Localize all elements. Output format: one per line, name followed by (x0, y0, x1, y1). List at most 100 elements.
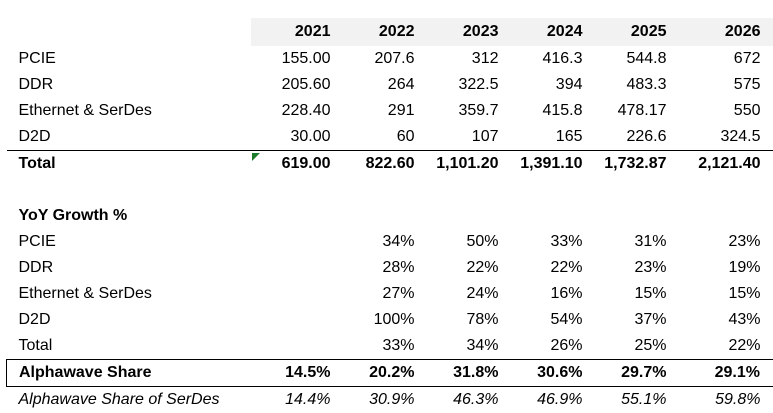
value-cell[interactable]: 26% (550, 337, 583, 354)
value-cell[interactable]: 34% (382, 233, 415, 250)
value-cell[interactable]: 43% (728, 311, 761, 328)
value-cell[interactable]: 31.8% (418, 359, 503, 387)
value-cell[interactable]: 1,101.20 (418, 150, 503, 177)
year-header-cell[interactable]: 2021 (250, 18, 335, 46)
year-header-cell[interactable]: 2025 (586, 18, 671, 46)
row-label[interactable]: D2D (18, 128, 51, 145)
year-header-cell[interactable]: 2026 (670, 18, 773, 46)
value-cell[interactable]: 226.6 (626, 128, 667, 145)
value-cell[interactable]: 1,391.10 (502, 150, 587, 177)
row-label[interactable]: Ethernet & SerDes (18, 285, 152, 302)
row-label[interactable]: Total (18, 337, 53, 354)
value-cell[interactable]: 29.7% (586, 359, 671, 387)
row-yoy-ddr: DDR 28% 22% 22% 23% 19% (7, 255, 773, 281)
value-cell[interactable]: 207.6 (374, 50, 415, 67)
year-header-cell[interactable]: 2024 (502, 18, 587, 46)
value-cell[interactable]: 1,732.87 (586, 150, 671, 177)
row-label[interactable]: D2D (18, 311, 51, 328)
value-cell[interactable]: 55.1% (621, 391, 667, 408)
value-cell[interactable]: 59.8% (715, 391, 761, 408)
value-cell[interactable]: 60 (396, 128, 415, 145)
value-cell[interactable]: 22% (728, 337, 761, 354)
value-cell[interactable]: 33% (550, 233, 583, 250)
value-cell[interactable]: 312 (471, 50, 499, 67)
value-cell[interactable]: 15% (728, 285, 761, 302)
value-cell[interactable]: 30.9% (369, 391, 415, 408)
value-cell[interactable]: 228.40 (281, 102, 331, 119)
value-cell[interactable] (503, 203, 587, 229)
value-cell[interactable]: 416.3 (542, 50, 583, 67)
value-cell[interactable]: 15% (634, 285, 667, 302)
value-cell[interactable] (251, 281, 335, 307)
row-label[interactable]: Alphawave Share (6, 359, 251, 387)
value-cell[interactable]: 54% (550, 311, 583, 328)
value-cell[interactable] (251, 307, 335, 333)
value-cell[interactable]: 37% (634, 311, 667, 328)
value-cell[interactable]: 33% (382, 337, 415, 354)
value-cell[interactable]: 107 (471, 128, 499, 145)
error-flag-icon (251, 153, 260, 161)
value-cell[interactable] (251, 203, 335, 229)
value-cell[interactable]: 50% (466, 233, 499, 250)
value-cell[interactable]: 28% (382, 259, 415, 276)
value-cell[interactable]: 27% (382, 285, 415, 302)
row-label[interactable]: Alphawave Share of SerDes (18, 391, 220, 408)
value-cell[interactable]: 31% (634, 233, 667, 250)
value-cell[interactable]: 415.8 (542, 102, 583, 119)
row-label[interactable]: DDR (18, 259, 54, 276)
value-cell[interactable]: 46.3% (453, 391, 499, 408)
value-cell[interactable] (587, 203, 671, 229)
value-cell[interactable]: 394 (555, 76, 583, 93)
row-label[interactable]: PCIE (18, 233, 56, 250)
value-cell[interactable]: 78% (466, 311, 499, 328)
value-cell[interactable]: 20.2% (334, 359, 419, 387)
value-cell[interactable]: 19% (728, 259, 761, 276)
value-cell[interactable]: 544.8 (626, 50, 667, 67)
value-cell[interactable]: 2,121.40 (670, 150, 773, 177)
value-cell[interactable]: 14.4% (285, 391, 331, 408)
value-cell[interactable]: 478.17 (617, 102, 667, 119)
row-label[interactable]: PCIE (18, 50, 56, 67)
value-cell[interactable]: 155.00 (281, 50, 331, 67)
value-cell[interactable]: 322.5 (458, 76, 499, 93)
value-cell[interactable]: 23% (728, 233, 761, 250)
row-label[interactable]: Total (6, 150, 251, 177)
value-cell[interactable]: 46.9% (537, 391, 583, 408)
value-cell[interactable]: 23% (634, 259, 667, 276)
value-cell[interactable]: 165 (555, 128, 583, 145)
value-cell[interactable]: 22% (466, 259, 499, 276)
value-cell[interactable]: 29.1% (670, 359, 773, 387)
value-cell[interactable]: 14.5% (250, 359, 335, 387)
corner-cell[interactable] (6, 18, 251, 46)
value-cell[interactable]: 822.60 (334, 150, 419, 177)
section-label[interactable]: YoY Growth % (18, 207, 128, 224)
value-cell[interactable] (335, 203, 419, 229)
value-cell[interactable]: 100% (373, 311, 415, 328)
value-cell[interactable]: 264 (387, 76, 415, 93)
row-label[interactable]: Ethernet & SerDes (18, 102, 152, 119)
value-cell[interactable]: 25% (634, 337, 667, 354)
row-label[interactable]: DDR (18, 76, 54, 93)
value-cell[interactable]: 291 (387, 102, 415, 119)
value-cell[interactable]: 324.5 (720, 128, 761, 145)
value-cell[interactable]: 205.60 (281, 76, 331, 93)
value-cell[interactable] (251, 229, 335, 255)
value-cell[interactable] (419, 203, 503, 229)
value-cell[interactable] (671, 203, 773, 229)
value-cell[interactable]: 22% (550, 259, 583, 276)
value-cell[interactable]: 575 (733, 76, 761, 93)
value-cell[interactable] (251, 255, 335, 281)
value-cell[interactable]: 30.00 (290, 128, 331, 145)
value-cell[interactable]: 619.00 (250, 150, 335, 177)
value-cell[interactable]: 483.3 (626, 76, 667, 93)
year-header-cell[interactable]: 2023 (418, 18, 503, 46)
value-cell[interactable]: 34% (466, 337, 499, 354)
value-cell[interactable]: 16% (550, 285, 583, 302)
value-cell[interactable]: 359.7 (458, 102, 499, 119)
value-cell[interactable]: 672 (733, 50, 761, 67)
value-cell[interactable]: 30.6% (502, 359, 587, 387)
value-cell[interactable]: 550 (733, 102, 761, 119)
value-cell[interactable]: 24% (466, 285, 499, 302)
value-cell[interactable] (251, 333, 335, 360)
year-header-cell[interactable]: 2022 (334, 18, 419, 46)
